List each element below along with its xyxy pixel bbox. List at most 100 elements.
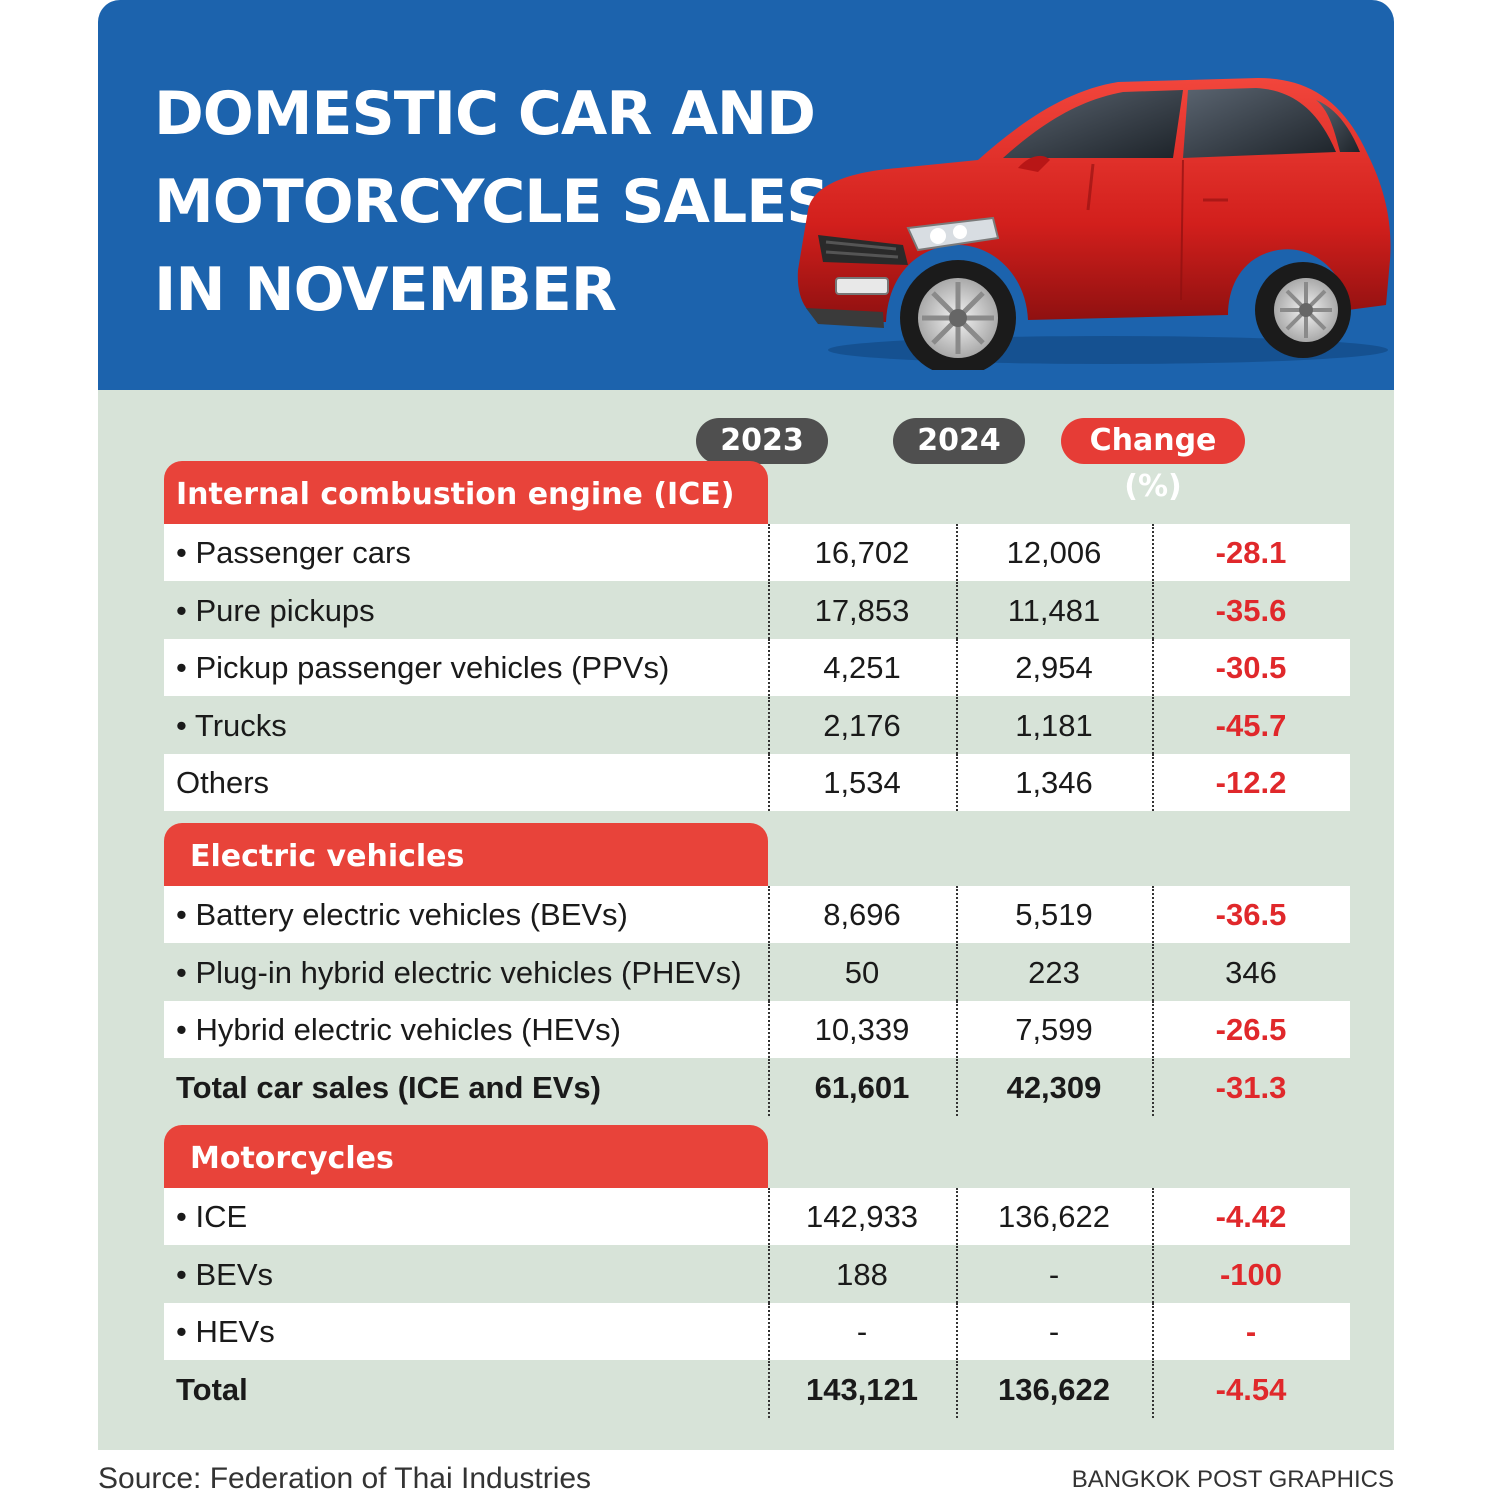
source-note: Source: Federation of Thai Industries [98,1462,592,1495]
column-divider [768,1188,770,1245]
column-divider [768,1360,770,1418]
value-2023: 2,176 [823,707,901,743]
row-label: • ICE [176,1199,248,1234]
column-divider [768,581,770,639]
column-divider [1152,754,1154,811]
section-header-1: Internal combustion engine (ICE) cars [164,461,768,580]
column-divider [956,943,958,1001]
row-label: • BEVs [176,1256,273,1292]
column-divider [768,696,770,754]
value-2024: - [1048,1256,1060,1292]
value-2023: 17,853 [814,592,910,628]
row-label: • Trucks [176,707,287,743]
value-change: -28.1 [1215,535,1287,570]
row-label: Others [176,765,270,800]
title-line-2: MOTORCYCLE SALES [154,167,829,237]
value-2023: 8,696 [823,897,901,932]
value-2024: 136,622 [997,1199,1111,1234]
column-divider [1152,1001,1154,1058]
column-divider [768,943,770,1001]
column-divider [1152,696,1154,754]
table-row: • Hybrid electric vehicles (HEVs) 10,339 7… [164,1001,1350,1058]
value-2023: 50 [844,954,880,990]
value-change: - [1245,1314,1257,1349]
column-divider [1152,1188,1154,1245]
table-row: • HEVs - - - [164,1303,1350,1360]
title-line-1: DOMESTIC CAR AND [154,79,816,149]
value-change: -30.5 [1215,650,1287,685]
row-label: • Battery electric vehicles (BEVs) [176,897,628,932]
column-divider [768,754,770,811]
value-2024: 12,006 [1006,535,1102,570]
value-change: -31.3 [1215,1069,1287,1105]
column-divider [956,1245,958,1303]
column-header-2023: 2023 [696,418,828,464]
value-2024: - [1048,1314,1060,1349]
column-divider [1152,524,1154,581]
column-divider [956,639,958,696]
table-row: • BEVs 188 - -100 [164,1245,1350,1303]
section-header-2: Electric vehicles [164,823,768,886]
value-2024: 136,622 [997,1371,1111,1407]
column-divider [956,1303,958,1360]
column-divider [1152,1058,1154,1116]
table-total-row: Total 143,121 136,622 -4.54 [164,1360,1350,1418]
row-label: • Pickup passenger vehicles (PPVs) [176,650,670,685]
column-divider [1152,581,1154,639]
value-2024: 223 [1028,954,1080,990]
value-change: -4.54 [1215,1371,1287,1407]
column-divider [768,886,770,943]
value-2023: - [856,1314,868,1349]
row-label: • Hybrid electric vehicles (HEVs) [176,1012,621,1047]
column-divider [768,639,770,696]
row-label: • Passenger cars [176,535,411,570]
column-divider [1152,886,1154,943]
row-label: • Pure pickups [176,592,375,628]
row-label: • HEVs [176,1314,275,1349]
value-change: -45.7 [1215,707,1287,743]
graphics-credit: BANGKOK POST GRAPHICS [1071,1466,1394,1493]
column-header-2024: 2024 [893,418,1025,464]
value-2024: 5,519 [1015,897,1093,932]
value-change: 346 [1225,954,1277,990]
value-2024: 2,954 [1015,650,1093,685]
value-2023: 1,534 [823,765,901,800]
column-divider [956,581,958,639]
column-divider [956,1058,958,1116]
value-2023: 142,933 [805,1199,919,1234]
table-row: • Plug-in hybrid electric vehicles (PHEV… [164,943,1350,1001]
value-2024: 7,599 [1015,1012,1093,1047]
value-2023: 16,702 [814,535,910,570]
column-divider [1152,639,1154,696]
value-2024: 1,181 [1015,707,1093,743]
row-label: Total car sales (ICE and EVs) [176,1069,601,1105]
value-2024: 1,346 [1015,765,1093,800]
column-divider [956,1360,958,1418]
value-2024: 11,481 [1007,592,1101,628]
column-divider [768,1245,770,1303]
column-divider [956,886,958,943]
page-title: DOMESTIC CAR AND MOTORCYCLE SALES IN NOV… [154,70,829,334]
value-change: -4.42 [1215,1199,1287,1234]
column-divider [956,524,958,581]
row-label: Total [176,1371,248,1407]
value-change: -26.5 [1215,1012,1287,1047]
table-row: Others 1,534 1,346 -12.2 [164,754,1350,811]
value-change: -12.2 [1215,765,1287,800]
column-divider [956,1188,958,1245]
table-row: • Passenger cars 16,702 12,006 -28.1 [164,524,1350,581]
column-divider [1152,1245,1154,1303]
header-banner: DOMESTIC CAR AND MOTORCYCLE SALES IN NOV… [98,0,1394,390]
column-divider [1152,943,1154,1001]
title-line-3: IN NOVEMBER [154,255,617,325]
value-2024: 42,309 [1006,1069,1102,1105]
row-label: • Plug-in hybrid electric vehicles (PHEV… [176,954,742,990]
table-total-row: Total car sales (ICE and EVs) 61,601 42,30… [164,1058,1350,1116]
column-divider [956,1001,958,1058]
value-2023: 61,601 [814,1069,910,1105]
column-divider [956,754,958,811]
column-divider [956,696,958,754]
table-row: • Pickup passenger vehicles (PPVs) 4,251 2… [164,639,1350,696]
table-row: • ICE 142,933 136,622 -4.42 [164,1188,1350,1245]
column-header-change: Change (%) [1061,418,1245,504]
